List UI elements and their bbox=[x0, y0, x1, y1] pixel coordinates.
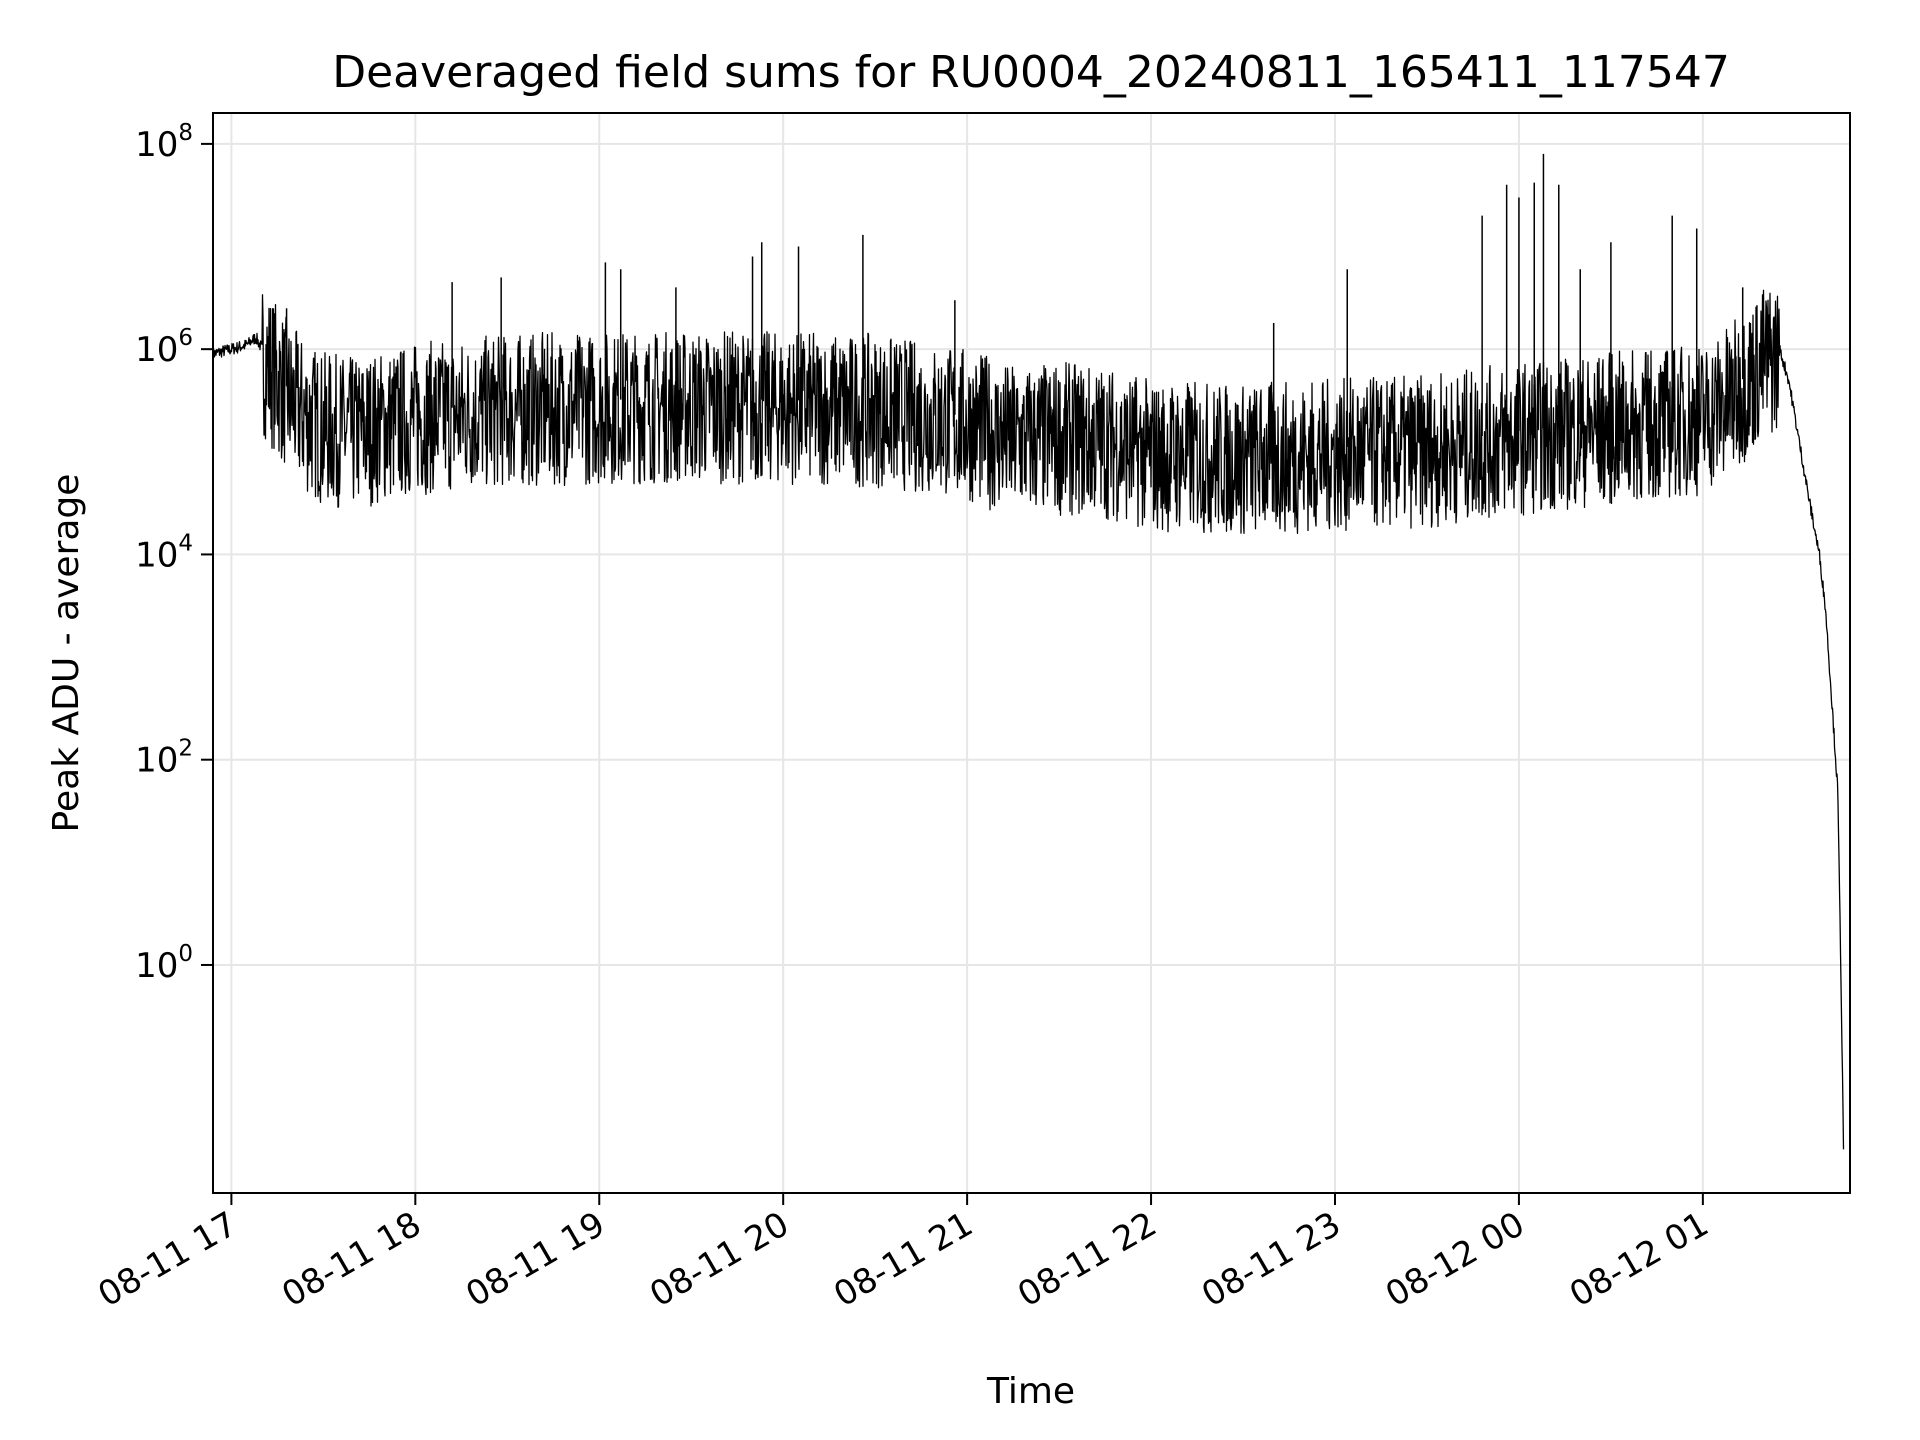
y-tick-label-base: 10 bbox=[135, 535, 178, 575]
y-axis-title: Peak ADU - average bbox=[46, 474, 87, 833]
y-tick-label-exponent: 6 bbox=[178, 325, 193, 351]
y-tick-label-exponent: 2 bbox=[178, 736, 193, 762]
series-layer bbox=[212, 153, 1845, 1150]
y-tick-label-exponent: 8 bbox=[178, 120, 193, 146]
y-tick-label-base: 10 bbox=[135, 125, 178, 165]
y-tick-label: 100 bbox=[135, 941, 193, 986]
chart-title: Deaveraged field sums for RU0004_2024081… bbox=[332, 47, 1730, 98]
y-tick-label: 106 bbox=[135, 325, 193, 370]
y-tick-label: 102 bbox=[135, 736, 193, 781]
series-line bbox=[212, 289, 1845, 1150]
plot-frame bbox=[212, 112, 1851, 1194]
y-tick-label-base: 10 bbox=[135, 330, 178, 370]
y-tick-label-exponent: 4 bbox=[178, 530, 193, 556]
y-tick-label-base: 10 bbox=[135, 741, 178, 781]
y-tick-label: 108 bbox=[135, 120, 193, 165]
y-tick-label-base: 10 bbox=[135, 946, 178, 986]
x-axis-title: Time bbox=[986, 1371, 1075, 1412]
y-tick-label: 104 bbox=[135, 530, 193, 575]
y-tick-label-exponent: 0 bbox=[178, 941, 193, 967]
